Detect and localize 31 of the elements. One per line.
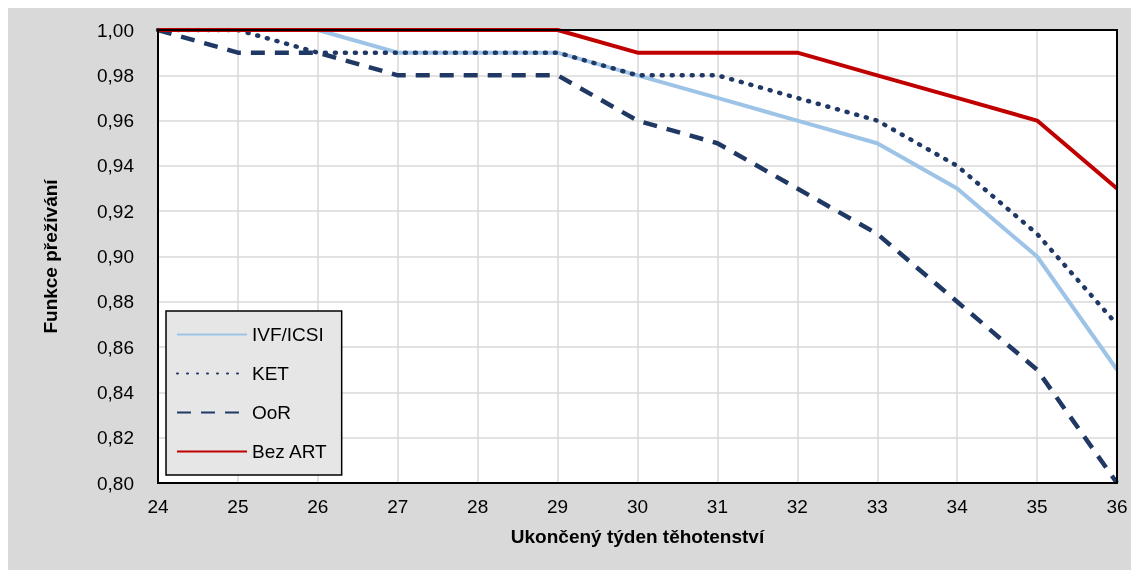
y-tick-label: 0,84 — [97, 381, 135, 403]
x-tick-label: 29 — [547, 496, 569, 517]
x-axis-title: Ukončený týden těhotenství — [510, 526, 765, 547]
x-tick-label: 36 — [1106, 496, 1128, 517]
y-tick-label: 0,92 — [97, 200, 134, 222]
y-tick-label: 0,80 — [97, 472, 134, 494]
x-tick-label: 31 — [706, 496, 728, 517]
legend-label: OoR — [252, 402, 292, 423]
x-tick-label: 32 — [786, 496, 808, 517]
legend-label: KET — [252, 363, 290, 384]
x-tick-label: 26 — [307, 496, 329, 517]
y-tick-label: 0,88 — [97, 291, 134, 313]
x-tick-label: 35 — [1026, 496, 1048, 517]
x-tick-label: 24 — [147, 496, 169, 517]
y-tick-label: 0,86 — [97, 336, 134, 358]
legend-label: Bez ART — [252, 441, 328, 462]
y-tick-label: 0,94 — [97, 155, 135, 177]
y-tick-label: 0,90 — [97, 246, 134, 267]
x-tick-label: 33 — [866, 496, 888, 517]
y-tick-label: 0,82 — [97, 427, 134, 449]
legend-label: IVF/ICSI — [252, 324, 324, 345]
x-tick-label: 27 — [387, 496, 409, 517]
line-series — [156, 28, 1119, 191]
y-tick-label: 1,00 — [97, 19, 134, 41]
y-tick-label: 0,98 — [97, 64, 134, 86]
x-tick-label: 34 — [946, 496, 969, 517]
y-tick-label: 0,96 — [97, 110, 134, 132]
x-tick-label: 28 — [467, 496, 489, 517]
y-axis-title: Funkce přežívání — [40, 178, 61, 334]
x-tick-label: 30 — [626, 496, 649, 517]
x-tick-label: 25 — [227, 496, 249, 517]
